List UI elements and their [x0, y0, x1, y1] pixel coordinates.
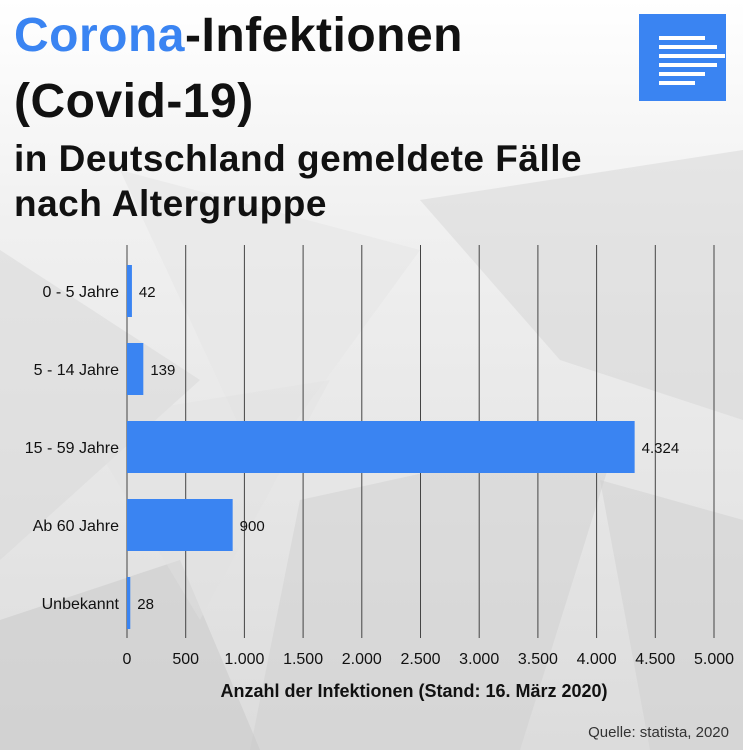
- x-tick-label: 0: [123, 651, 132, 668]
- source-note: Quelle: statista, 2020: [588, 724, 729, 741]
- x-tick-label: 3.500: [518, 651, 558, 668]
- x-tick-label: 4.000: [577, 651, 617, 668]
- bar: [127, 421, 635, 473]
- bar: [127, 499, 233, 551]
- value-labels: 42 139 4.324 900 28: [137, 284, 679, 613]
- bars: [127, 265, 635, 629]
- bar: [127, 577, 131, 629]
- category-label: 0 - 5 Jahre: [43, 284, 120, 301]
- x-tick-label: 3.000: [459, 651, 499, 668]
- x-tick-label: 2.000: [342, 651, 382, 668]
- value-label: 28: [137, 596, 154, 613]
- category-label: 15 - 59 Jahre: [25, 440, 119, 457]
- x-tick-label: 1.500: [283, 651, 323, 668]
- category-label: Unbekannt: [42, 596, 120, 613]
- bar: [127, 265, 132, 317]
- subtitle-line1: in Deutschland gemeldete Fälle: [14, 138, 583, 179]
- subtitle-line2: nach Altergruppe: [14, 183, 327, 224]
- value-label: 42: [139, 284, 156, 301]
- x-tick-labels: 0 500 1.000 1.500 2.000 2.500 3.000 3.500 4.000 4…: [123, 651, 735, 668]
- title-rest: -Infektionen: [185, 9, 463, 62]
- x-tick-label: 1.000: [224, 651, 264, 668]
- value-label: 900: [240, 518, 265, 535]
- x-tick-label: 4.500: [635, 651, 675, 668]
- bar: [127, 343, 144, 395]
- x-tick-label: 5.000: [694, 651, 734, 668]
- category-label: 5 - 14 Jahre: [34, 362, 119, 379]
- x-axis-label: Anzahl der Infektionen (Stand: 16. März …: [220, 681, 607, 701]
- page-title-line2: (Covid-19): [14, 75, 254, 128]
- x-tick-label: 2.500: [400, 651, 440, 668]
- category-labels: 0 - 5 Jahre 5 - 14 Jahre 15 - 59 Jahre Ab 6…: [25, 284, 120, 613]
- page-title: Corona-Infektionen: [14, 12, 463, 60]
- x-tick-label: 500: [172, 651, 199, 668]
- category-label: Ab 60 Jahre: [33, 518, 119, 535]
- statista-logo-icon: [639, 14, 726, 101]
- title-accent: Corona: [14, 9, 185, 62]
- value-label: 4.324: [642, 440, 680, 457]
- value-label: 139: [150, 362, 175, 379]
